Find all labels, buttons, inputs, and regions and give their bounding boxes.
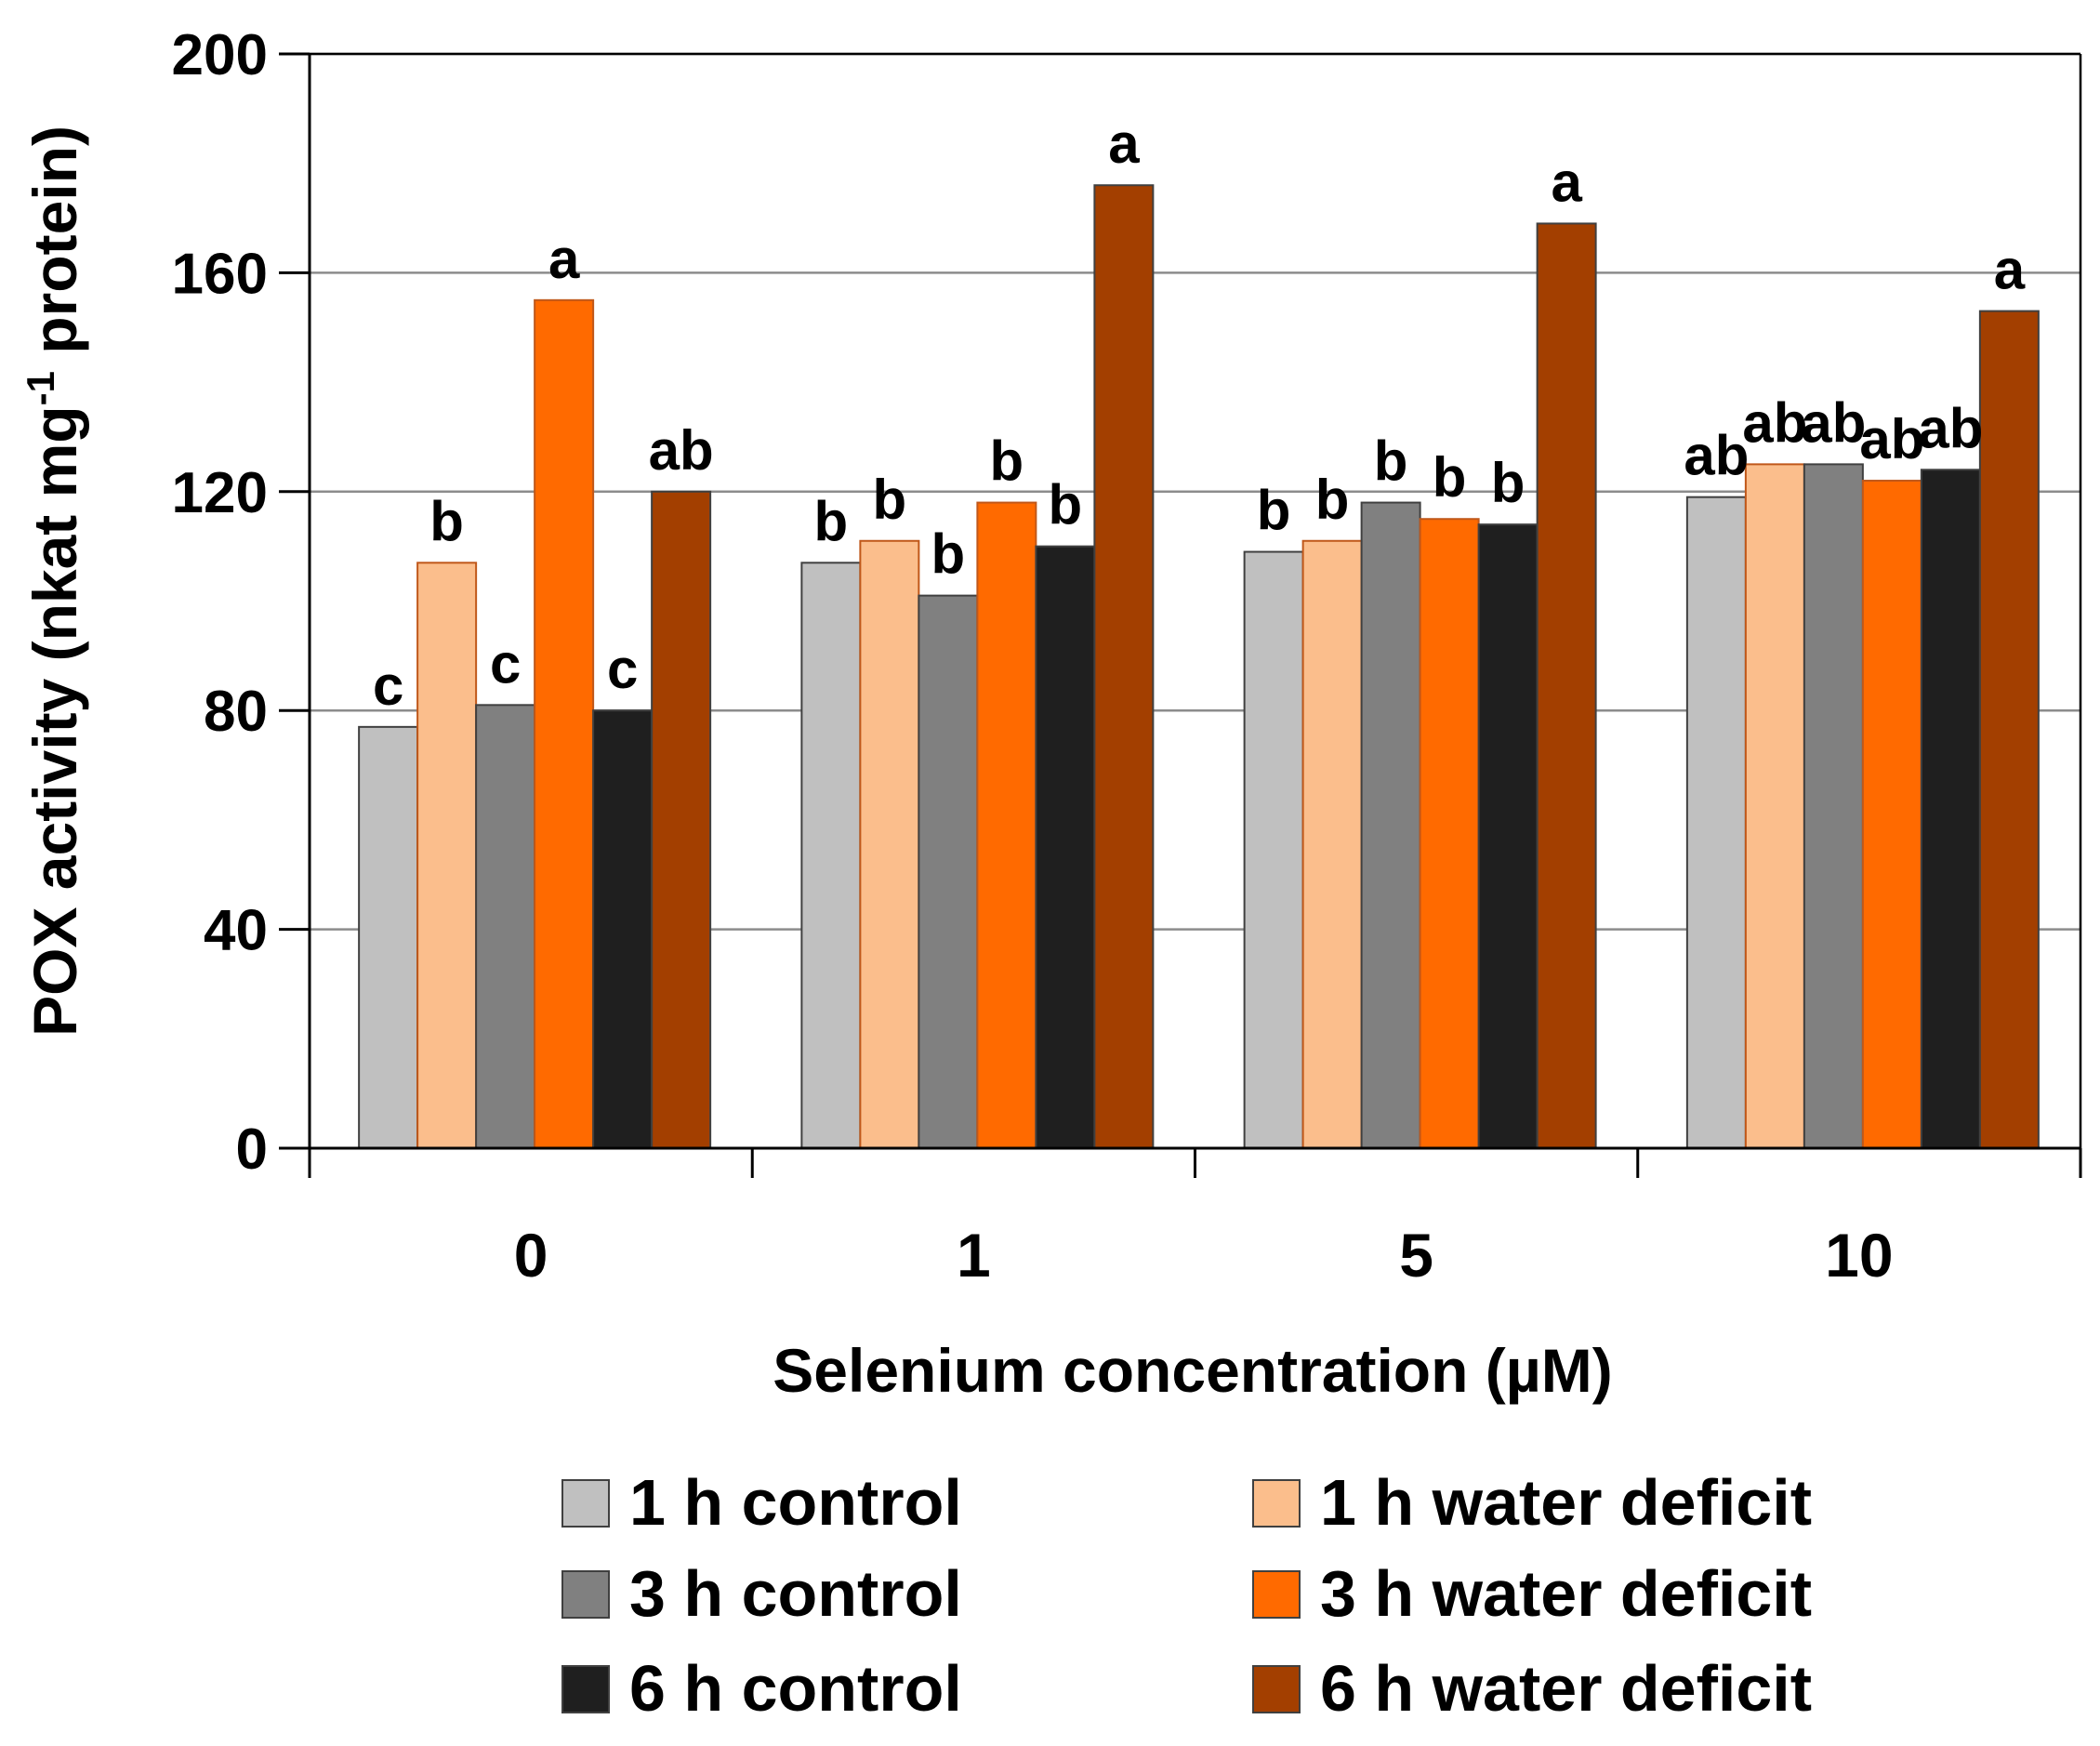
x-axis-label: Selenium concentration (µM) <box>773 1336 1612 1405</box>
significance-label: b <box>931 523 966 586</box>
bar <box>918 594 979 1149</box>
bar <box>1803 463 1864 1149</box>
significance-label: a <box>1108 112 1140 175</box>
bar <box>1536 222 1597 1149</box>
axes <box>279 52 2082 1178</box>
significance-label: a <box>1994 239 2026 301</box>
bar <box>1744 463 1805 1149</box>
significance-label: ab <box>1684 425 1749 487</box>
significance-label: ab <box>1918 397 1983 459</box>
legend-label: 1 h control <box>629 1466 962 1539</box>
y-tick-label: 120 <box>172 461 268 525</box>
y-tick-label: 80 <box>204 680 268 744</box>
significance-label: a <box>1551 151 1582 213</box>
bar <box>1861 480 1922 1149</box>
bar <box>651 490 712 1149</box>
significance-label: b <box>990 430 1024 493</box>
y-tick-label: 200 <box>172 23 268 87</box>
significance-label: b <box>1433 446 1467 509</box>
bar <box>358 725 419 1149</box>
legend-swatch <box>1252 1479 1301 1528</box>
legend-swatch <box>561 1665 610 1713</box>
significance-label: ab <box>649 419 714 482</box>
significance-label: b <box>814 490 849 552</box>
y-axis-label: POX activity (nkat mg-1 protein) <box>19 126 89 1037</box>
legend-swatch <box>561 1570 610 1619</box>
legend-label: 6 h water deficit <box>1320 1652 1812 1725</box>
bar <box>1477 523 1539 1149</box>
bar <box>475 704 536 1149</box>
legend: 1 h control 1 h water deficit 3 h control 3… <box>561 1466 1812 1725</box>
bar <box>1419 518 1480 1149</box>
y-tick-label: 160 <box>172 242 268 306</box>
legend-swatch <box>1252 1665 1301 1713</box>
legend-swatch <box>561 1479 610 1528</box>
significance-label: c <box>607 638 638 700</box>
y-tick-label: 40 <box>204 899 268 963</box>
significance-label: ab <box>1801 391 1866 454</box>
bar <box>1978 310 2040 1150</box>
bar <box>1360 501 1421 1149</box>
bar <box>800 562 862 1149</box>
significance-label: c <box>490 632 521 694</box>
bars <box>358 184 2040 1150</box>
bar <box>1035 545 1096 1149</box>
bar <box>976 501 1037 1149</box>
significance-label: a <box>548 228 580 290</box>
legend-swatch <box>1252 1570 1301 1619</box>
bar <box>1093 184 1155 1150</box>
bar <box>859 539 920 1149</box>
bar <box>1685 496 1747 1149</box>
significance-label: ab <box>1742 391 1807 454</box>
significance-label: b <box>1315 469 1350 531</box>
legend-label: 3 h water deficit <box>1320 1557 1812 1630</box>
bar <box>1920 469 1981 1149</box>
x-tick-labels: 0 1 5 10 <box>514 1221 1894 1290</box>
legend-label: 1 h water deficit <box>1320 1466 1812 1539</box>
significance-label: b <box>429 490 464 552</box>
y-tick-label: 0 <box>236 1118 268 1182</box>
bar <box>534 298 595 1149</box>
significance-label: b <box>1491 452 1525 514</box>
x-tick-label: 10 <box>1825 1221 1893 1290</box>
significance-label: c <box>373 655 403 717</box>
x-tick-label: 5 <box>1399 1221 1433 1290</box>
legend-label: 6 h control <box>629 1652 962 1725</box>
x-tick-label: 1 <box>957 1221 991 1290</box>
significance-label: b <box>873 469 907 531</box>
significance-label: ab <box>1859 408 1924 470</box>
bar <box>416 562 478 1149</box>
significance-label: b <box>1049 474 1083 536</box>
bar <box>592 709 654 1149</box>
legend-label: 3 h control <box>629 1557 962 1630</box>
bar <box>1301 539 1363 1149</box>
x-tick-label: 0 <box>514 1221 548 1290</box>
bar <box>1243 550 1304 1149</box>
significance-label: b <box>1374 430 1408 493</box>
significance-label: b <box>1257 480 1291 542</box>
y-tick-labels: 0 40 80 120 160 200 <box>172 23 268 1182</box>
